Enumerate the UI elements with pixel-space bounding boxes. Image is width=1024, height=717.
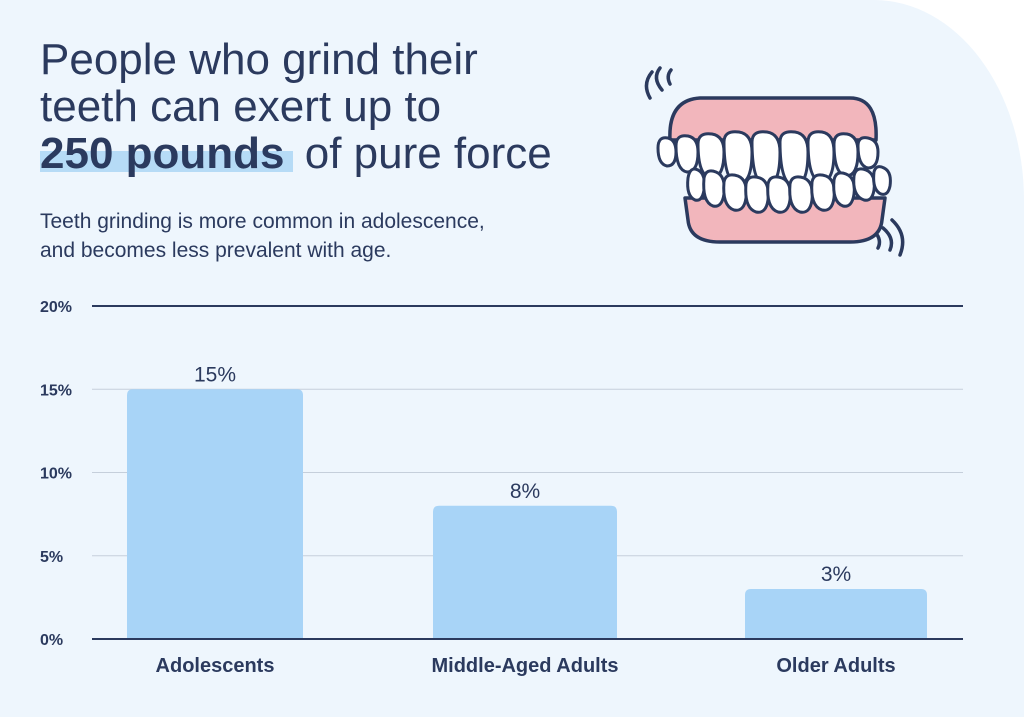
subtitle-line-2: and becomes less prevalent with age.: [40, 239, 392, 262]
bar-adolescents: [127, 389, 303, 639]
y-tick-label: 20%: [40, 299, 72, 316]
teeth-grinding-icon: [644, 66, 905, 257]
headline-line-3-rest: of pure force: [292, 129, 552, 178]
headline-line-3: 250 pounds of pure force: [40, 129, 552, 178]
bar-older-adults: [745, 589, 927, 639]
bar-middle-aged-adults: [433, 505, 617, 639]
subtitle: Teeth grinding is more common in adolesc…: [40, 207, 485, 265]
category-label: Adolescents: [156, 655, 275, 677]
headline-highlight: 250 pounds: [40, 129, 293, 178]
category-label: Middle-Aged Adults: [431, 655, 618, 677]
headline-line-2: teeth can exert up to: [40, 82, 442, 131]
value-label: 8%: [510, 480, 540, 503]
y-tick-label: 0%: [40, 632, 63, 649]
labels: 0% 5% 10% 15% 20% 15% Adolescents 8% Middle-Aged…: [40, 299, 963, 677]
category-label: Older Adults: [776, 655, 895, 677]
bar-chart: 0% 5% 10% 15% 20% 15% Adolescents 8% Middle-Aged…: [40, 299, 963, 677]
y-tick-label: 5%: [40, 549, 63, 566]
headline: People who grind their teeth can exert u…: [40, 35, 552, 178]
y-tick-label: 10%: [40, 466, 72, 483]
value-label: 3%: [821, 563, 851, 586]
subtitle-line-1: Teeth grinding is more common in adolesc…: [40, 210, 485, 233]
headline-line-1: People who grind their: [40, 35, 478, 84]
bars: [127, 389, 927, 639]
y-tick-label: 15%: [40, 382, 72, 399]
value-label: 15%: [194, 363, 236, 386]
